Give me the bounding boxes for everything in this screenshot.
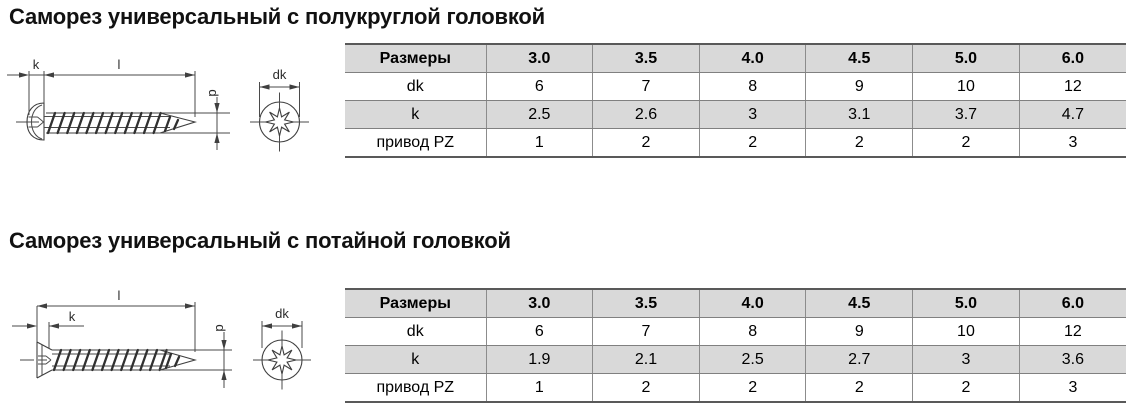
table-header-row: Размеры 3.0 3.5 4.0 4.5 5.0 6.0 <box>345 289 1126 318</box>
header-cell: 6.0 <box>1018 44 1126 73</box>
head-front-view: dk <box>250 67 309 152</box>
dim-label-d: d <box>213 324 228 331</box>
table-row-privod-pz: привод PZ 1 2 2 2 2 3 <box>345 128 1126 157</box>
cell: 7 <box>592 72 700 101</box>
pan-head-screw-drawing: k l d dk <box>7 57 309 152</box>
header-cell: 4.5 <box>805 44 913 73</box>
cell: 7 <box>592 317 700 346</box>
row-label: привод PZ <box>345 128 486 157</box>
cell: 2 <box>912 128 1020 157</box>
row-label: dk <box>345 72 486 101</box>
row-label: k <box>345 100 486 129</box>
dimension-k: k <box>12 309 84 348</box>
cell: 9 <box>805 72 913 101</box>
dim-label-dk: dk <box>273 67 287 82</box>
row-label: k <box>345 345 486 374</box>
header-cell: 5.0 <box>912 44 1020 73</box>
cell: 2 <box>592 373 700 402</box>
dim-label-dk: dk <box>275 306 289 321</box>
cell: 6 <box>485 72 593 101</box>
cell: 10 <box>912 317 1020 346</box>
row-label: привод PZ <box>345 373 486 402</box>
pozidriv-recess-icon <box>265 107 294 137</box>
header-cell: Размеры <box>345 289 486 318</box>
header-cell: 3.0 <box>485 289 593 318</box>
cell: 3.6 <box>1018 345 1126 374</box>
recess-side-view <box>28 116 44 128</box>
cell: 2 <box>912 373 1020 402</box>
dimension-d: d <box>158 89 230 150</box>
screw-head-outline <box>36 341 53 379</box>
pan-head-size-table: Размеры 3.0 3.5 4.0 4.5 5.0 6.0 dk 6 7 8… <box>345 43 1126 158</box>
header-cell: 4.5 <box>805 289 913 318</box>
cell: 3.7 <box>912 100 1020 129</box>
cell: 8 <box>698 317 806 346</box>
countersunk-screw-drawing: l k d dk <box>12 288 311 390</box>
cell: 3 <box>912 345 1020 374</box>
cell: 8 <box>698 72 806 101</box>
table-row-k: k 2.5 2.6 3 3.1 3.7 4.7 <box>345 100 1126 129</box>
thread-hatch <box>52 348 181 372</box>
thread-hatch <box>46 111 180 135</box>
section-title-countersunk: Саморез универсальный с потайной головко… <box>9 228 511 253</box>
dimension-l: l <box>44 57 196 117</box>
cell: 2 <box>698 373 806 402</box>
table-row-k: k 1.9 2.1 2.5 2.7 3 3.6 <box>345 345 1126 374</box>
screw-shank <box>52 348 198 372</box>
cell: 12 <box>1018 317 1126 346</box>
dim-label-l: l <box>118 57 121 72</box>
cell: 2.1 <box>592 345 700 374</box>
countersunk-size-table: Размеры 3.0 3.5 4.0 4.5 5.0 6.0 dk 6 7 8… <box>345 288 1126 403</box>
cell: 2.5 <box>485 100 593 129</box>
table-row-dk: dk 6 7 8 9 10 12 <box>345 72 1126 101</box>
cell: 1.9 <box>485 345 593 374</box>
screw-shank <box>44 111 198 135</box>
dimension-l: l <box>36 288 196 352</box>
cell: 2 <box>698 128 806 157</box>
cell: 2.7 <box>805 345 913 374</box>
header-cell: 4.0 <box>698 44 806 73</box>
dim-label-d: d <box>206 89 221 96</box>
center-ticks <box>253 330 311 390</box>
table-row-dk: dk 6 7 8 9 10 12 <box>345 317 1126 346</box>
header-cell: 3.5 <box>592 289 700 318</box>
dim-label-l: l <box>118 288 121 303</box>
header-cell: 5.0 <box>912 289 1020 318</box>
dim-label-k: k <box>69 309 76 324</box>
head-front-view: dk <box>253 306 311 390</box>
dimension-d: d <box>158 324 232 388</box>
section-title-pan-head: Саморез универсальный с полукруглой голо… <box>9 4 545 29</box>
cell: 2 <box>805 128 913 157</box>
cell: 2.5 <box>698 345 806 374</box>
dimension-k: k <box>7 57 45 115</box>
header-cell: 3.0 <box>485 44 593 73</box>
dim-label-k: k <box>33 57 40 72</box>
cell: 3.1 <box>805 100 913 129</box>
cell: 10 <box>912 72 1020 101</box>
header-cell: 3.5 <box>592 44 700 73</box>
cell: 9 <box>805 317 913 346</box>
header-cell: 6.0 <box>1018 289 1126 318</box>
table-header-row: Размеры 3.0 3.5 4.0 4.5 5.0 6.0 <box>345 44 1126 73</box>
cell: 2.6 <box>592 100 700 129</box>
cell: 3 <box>1018 128 1126 157</box>
cell: 3 <box>1018 373 1126 402</box>
cell: 2 <box>805 373 913 402</box>
row-label: dk <box>345 317 486 346</box>
recess-side-view <box>38 355 52 365</box>
header-cell: Размеры <box>345 44 486 73</box>
cell: 3 <box>698 100 806 129</box>
cell: 1 <box>485 373 593 402</box>
cell: 2 <box>592 128 700 157</box>
pozidriv-recess-icon <box>267 345 297 375</box>
header-cell: 4.0 <box>698 289 806 318</box>
table-row-privod-pz: привод PZ 1 2 2 2 2 3 <box>345 373 1126 402</box>
cell: 4.7 <box>1018 100 1126 129</box>
center-ticks <box>250 92 309 152</box>
cell: 6 <box>485 317 593 346</box>
cell: 12 <box>1018 72 1126 101</box>
cell: 1 <box>485 128 593 157</box>
screw-head-outline <box>26 102 45 141</box>
